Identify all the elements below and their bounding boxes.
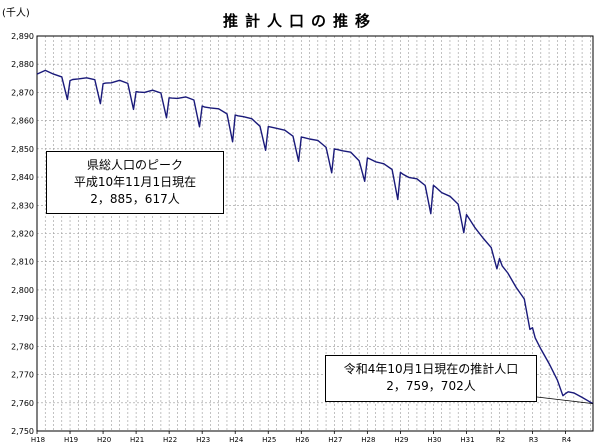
- axes: [36, 35, 594, 432]
- x-tick-label: H22: [163, 436, 177, 444]
- y-tick-label: 2,850: [11, 145, 34, 154]
- annotation-leaders: [536, 396, 594, 405]
- y-axis-ticks: 2,750 2,760 2,770 2,780 2,790 2,800 2,810 2,820…: [11, 32, 34, 436]
- peak-annotation-line3: 2，885，617人: [90, 192, 180, 206]
- x-tick-label: H26: [295, 436, 310, 444]
- y-tick-label: 2,890: [11, 32, 34, 41]
- plot-frame: [36, 35, 594, 432]
- peak-annotation-line2: 平成10年11月1日現在: [73, 175, 197, 189]
- peak-annotation-line1: 県総人口のピーク: [86, 158, 183, 172]
- y-tick-label: 2,780: [11, 342, 34, 351]
- y-tick-label: 2,820: [11, 230, 34, 239]
- x-tick-label: R2: [496, 436, 505, 444]
- x-tick-label: H31: [460, 436, 474, 444]
- x-tick-label: H21: [130, 436, 144, 444]
- x-tick-label: H24: [229, 436, 244, 444]
- chart-title: 推計人口の推移: [222, 12, 377, 30]
- population-series-line: [36, 69, 594, 405]
- x-tick-label: H29: [394, 436, 408, 444]
- current-annotation-box: 令和4年10月1日現在の推計人口 2，759，702人: [325, 355, 537, 402]
- y-tick-label: 2,760: [11, 399, 34, 408]
- x-axis-ticks: H18 H19 H20 H21 H22 H23 H24 H25 H26 H27 H28 H29 H30 H…: [31, 431, 572, 444]
- x-tick-label: H28: [361, 436, 375, 444]
- x-tick-label: H20: [97, 436, 111, 444]
- y-tick-label: 2,810: [11, 258, 34, 267]
- x-tick-label: H23: [196, 436, 210, 444]
- x-tick-label: H25: [262, 436, 276, 444]
- y-tick-label: 2,790: [11, 314, 34, 323]
- x-tick-label: H30: [427, 436, 441, 444]
- peak-annotation-box: 県総人口のピーク 平成10年11月1日現在 2，885，617人: [46, 151, 224, 214]
- x-tick-label: H19: [64, 436, 78, 444]
- x-tick-label: H27: [328, 436, 342, 444]
- y-tick-label: 2,880: [11, 60, 34, 69]
- current-annotation-line1: 令和4年10月1日現在の推計人口: [343, 362, 519, 376]
- y-tick-label: 2,860: [11, 117, 34, 126]
- x-tick-label: R4: [562, 436, 572, 444]
- x-tick-label: H18: [31, 436, 45, 444]
- y-tick-label: 2,750: [11, 427, 34, 436]
- y-tick-label: 2,800: [11, 286, 34, 295]
- y-tick-label: 2,770: [11, 371, 34, 380]
- series-layer: [36, 69, 594, 405]
- y-tick-label: 2,840: [11, 173, 34, 182]
- grid-lines: [37, 36, 593, 431]
- current-annotation-leader: [536, 396, 594, 405]
- y-tick-label: 2,870: [11, 88, 34, 97]
- current-annotation-line2: 2，759，702人: [386, 379, 476, 393]
- y-axis-unit-label: (千人): [2, 8, 30, 19]
- y-tick-label: 2,830: [11, 201, 34, 210]
- x-tick-label: R3: [529, 436, 538, 444]
